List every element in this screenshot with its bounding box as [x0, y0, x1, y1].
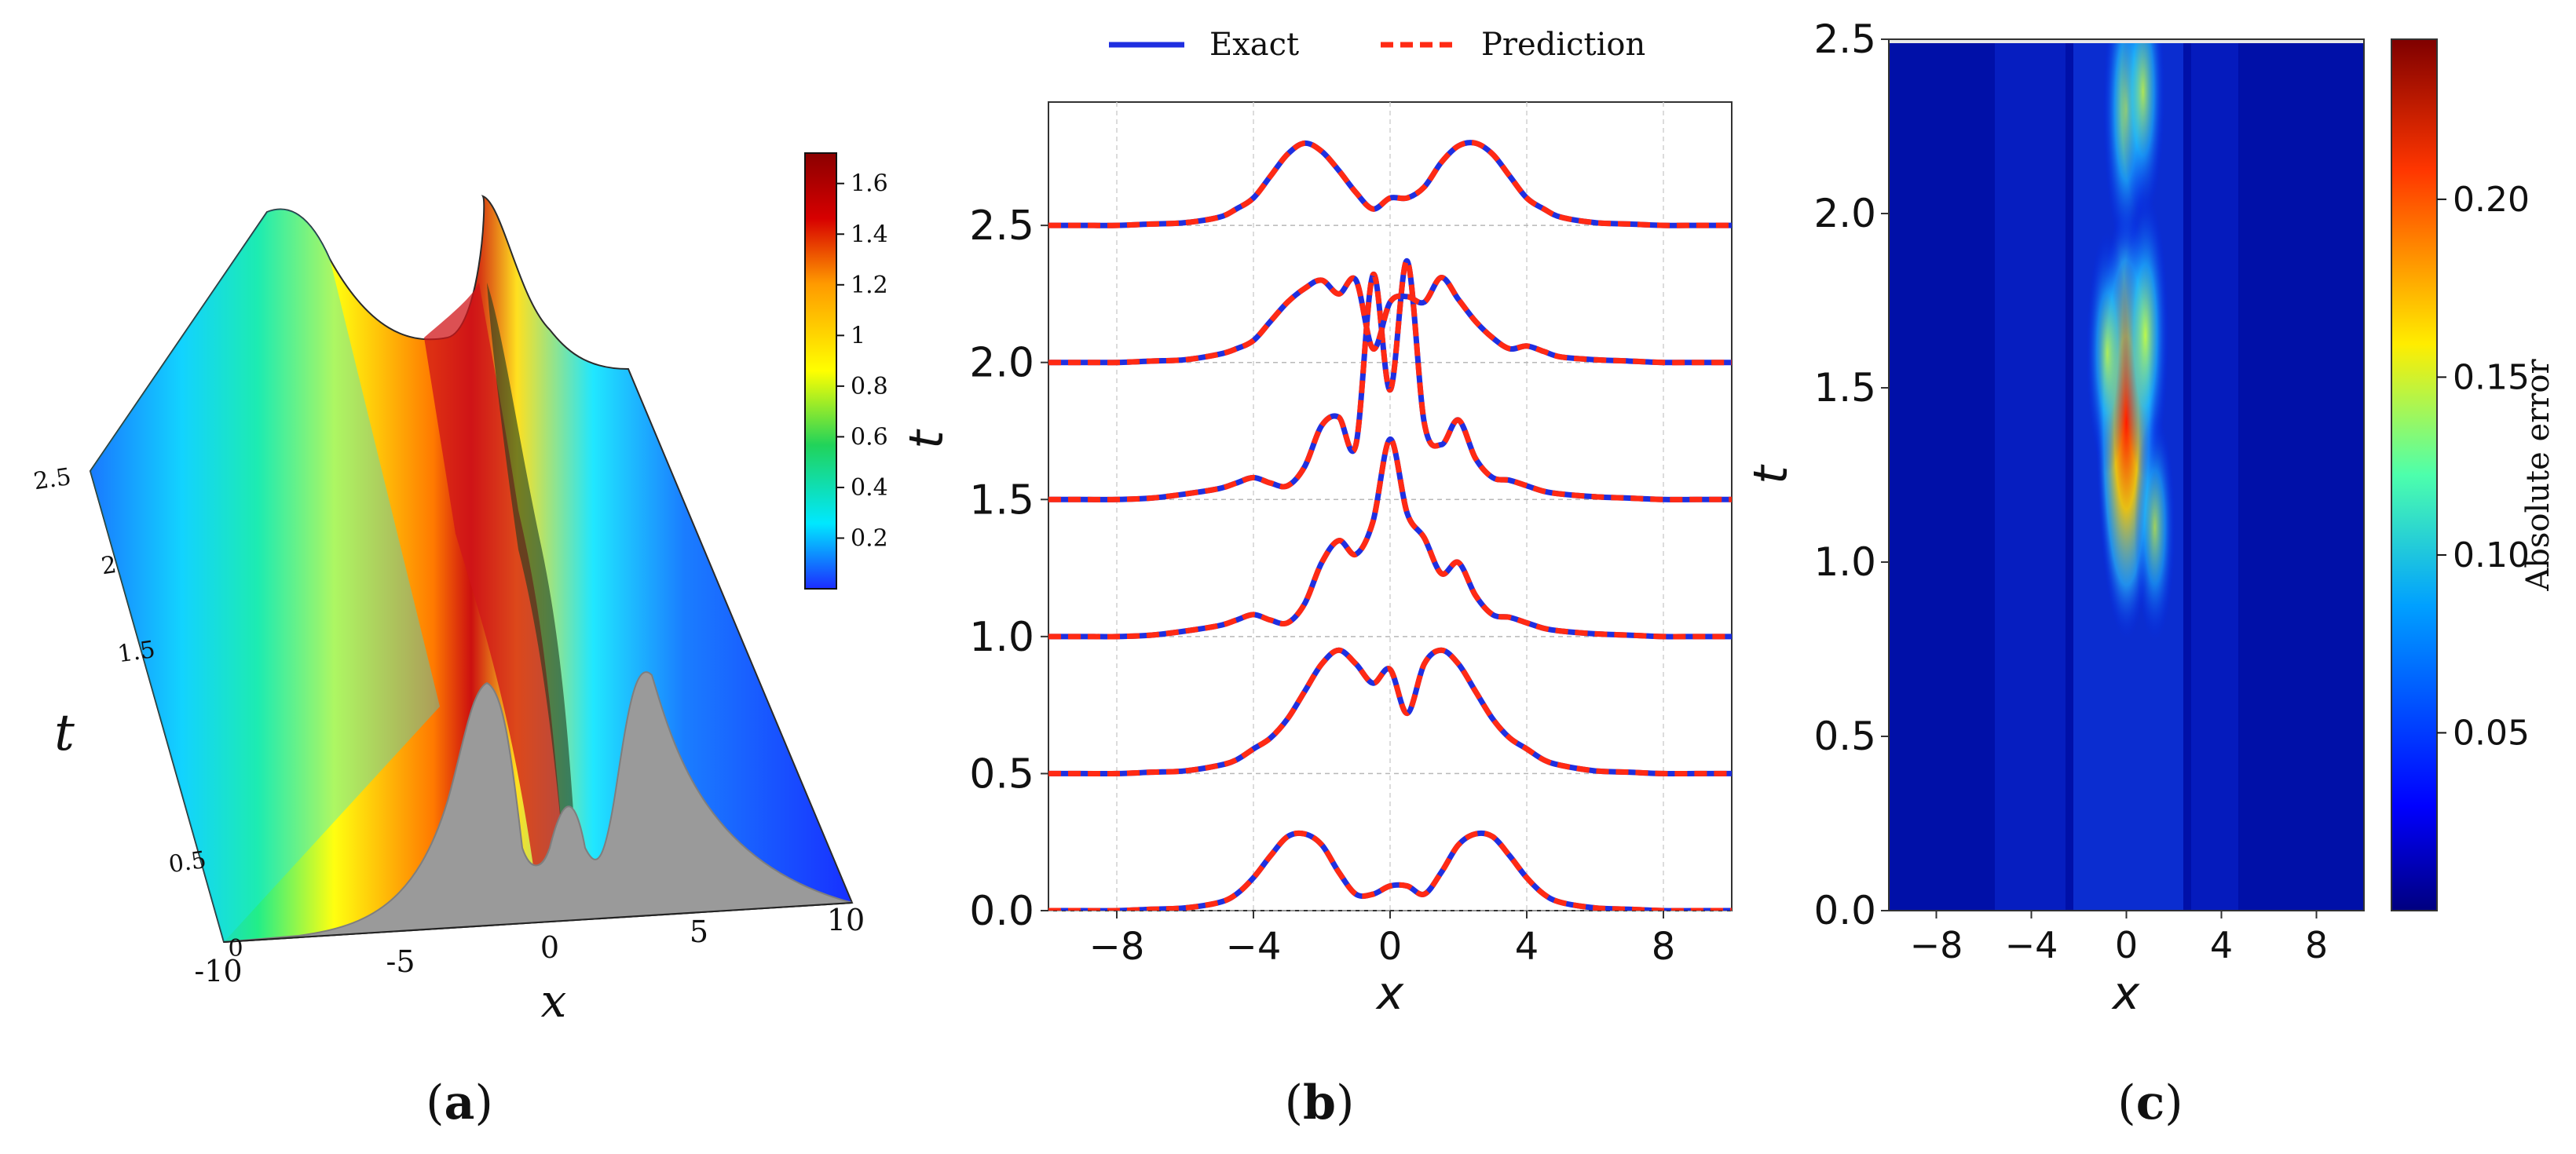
- surface-plot: [89, 195, 854, 944]
- error-hotspot: [2134, 414, 2175, 641]
- legend-exact-label: Exact: [1209, 27, 1299, 63]
- x-label-c: x: [2111, 966, 2140, 1020]
- initial-profile: [223, 671, 853, 943]
- y-label-c: t: [1744, 464, 1798, 484]
- colorbar-a-tick-label: 1.6: [851, 170, 888, 198]
- colorbar-a-bar: [804, 152, 837, 590]
- x-label-b: x: [1375, 966, 1404, 1020]
- legend-prediction-label: Prediction: [1481, 27, 1645, 63]
- colorbar-c-tick-label: 0.10: [2453, 535, 2530, 575]
- prediction-curve-t2.5: [1048, 140, 1732, 228]
- x-tick-label-b: −4: [1226, 925, 1282, 969]
- x-tick-label-c: 0: [2115, 924, 2138, 966]
- y-tick-label-c: 1.5: [1813, 365, 1876, 411]
- prediction-curve-t0: [1048, 830, 1732, 911]
- prediction-curve-t0.5: [1048, 647, 1732, 777]
- colorbar-c-tick-label: 0.05: [2453, 713, 2530, 753]
- x-tick-a-2: 0: [540, 930, 559, 965]
- x-tick-label-b: 8: [1652, 925, 1676, 969]
- panel-label-c: (c): [2117, 1075, 2183, 1130]
- colorbar-a-tick-label: 0.6: [851, 423, 888, 451]
- prediction-curve-t1.5: [1048, 257, 1732, 502]
- t-tick-a-0: 0: [228, 935, 243, 962]
- colorbar-a-tick-label: 1: [851, 322, 865, 349]
- t-tick-a-3: 2: [100, 551, 119, 580]
- y-tick-label-c: 0.5: [1813, 714, 1876, 759]
- colorbar-c-tick-label: 0.15: [2453, 357, 2530, 397]
- y-tick-label-b: 0.5: [969, 750, 1034, 798]
- axis-x-a: -10 -5 0 5 10 x: [194, 903, 865, 1028]
- panel-label-a: (a): [426, 1075, 493, 1130]
- colorbar-c: 0.05 0.10 0.15 0.20 Absolute error: [2391, 38, 2556, 911]
- colorbar-a-tick-label: 1.4: [851, 221, 888, 248]
- x-tick-a-4: 10: [827, 903, 865, 937]
- heatmap-band-left: [1995, 39, 2066, 911]
- axis-t-a: 0 0.5 1.5 2 2.5 t: [32, 463, 243, 962]
- prediction-curve-t2: [1048, 274, 1732, 366]
- colorbar-a-tick-label: 1.2: [851, 272, 888, 299]
- x-tick-label-c: −4: [2005, 924, 2058, 966]
- x-tick-label-b: 0: [1378, 925, 1403, 969]
- colorbar-a-tick-label: 0.4: [851, 474, 888, 502]
- surface-shadow-ridge: [487, 283, 577, 871]
- y-tick-label-c: 0.0: [1813, 888, 1876, 933]
- x-tick-a-3: 5: [690, 915, 708, 949]
- heatmap-band-right: [2191, 39, 2238, 911]
- colorbar-a-tick-label: 0.8: [851, 373, 888, 400]
- x-tick-label-c: 8: [2305, 924, 2328, 966]
- error-hotspot: [2086, 232, 2129, 474]
- panel-label-b: (b): [1285, 1075, 1355, 1130]
- colorbar-a-tick-label: 0.2: [851, 524, 888, 552]
- t-tick-a-4: 2.5: [32, 463, 73, 495]
- legend-b: Exact Prediction: [1109, 27, 1645, 63]
- x-tick-a-1: -5: [386, 944, 415, 979]
- y-label-b: t: [899, 429, 954, 449]
- y-tick-label-c: 2.5: [1813, 16, 1876, 62]
- t-tick-a-1: 0.5: [167, 846, 208, 878]
- y-tick-label-b: 2.5: [969, 203, 1034, 250]
- prediction-curve-t1: [1048, 436, 1732, 640]
- y-tick-label-c: 1.0: [1813, 539, 1876, 585]
- error-hotspot: [2122, 192, 2169, 479]
- colorbar-c-tick-label: 0.20: [2453, 180, 2530, 220]
- y-tick-label-b: 1.5: [969, 477, 1034, 524]
- y-tick-label-c: 2.0: [1813, 191, 1876, 236]
- y-tick-label-b: 1.0: [969, 614, 1034, 661]
- t-tick-a-2: 1.5: [116, 636, 157, 668]
- x-tick-a-0: -10: [194, 954, 242, 988]
- colorbar-c-label: Absolute error: [2520, 359, 2556, 592]
- surface-left-slope: [90, 209, 440, 942]
- x-tick-label-c: −8: [1910, 924, 1963, 966]
- panel-c: −8 −4 0 4 8 0.00.51.01.52.02.5 x t 0.050.100…: [1744, 16, 2556, 1020]
- panel-b: Exact Prediction −8 −4 0 4 8 0.0 0.5 1.0 1.5 2.0…: [899, 27, 1733, 1020]
- t-label-a: t: [54, 704, 75, 762]
- x-tick-label-c: 4: [2210, 924, 2233, 966]
- heatmap-top-strip: [1889, 39, 2364, 43]
- x-tick-label-b: 4: [1515, 925, 1539, 969]
- colorbar-a: 0.2 0.4 0.6 0.8 1 1.2 1.4 1.6: [804, 152, 888, 590]
- colorbar-c-bar: [2391, 38, 2438, 911]
- x-label-a: x: [541, 974, 567, 1028]
- x-tick-label-b: −8: [1089, 925, 1145, 969]
- surface-ridge: [424, 283, 565, 871]
- y-tick-label-b: 2.0: [969, 340, 1034, 387]
- error-hotspot: [2120, 39, 2165, 220]
- front-edge: [223, 902, 853, 943]
- panel-a: -10 -5 0 5 10 x 0 0.5 1.5 2 2.5 t 0.20.4…: [32, 152, 888, 1028]
- y-tick-label-b: 0.0: [969, 888, 1034, 935]
